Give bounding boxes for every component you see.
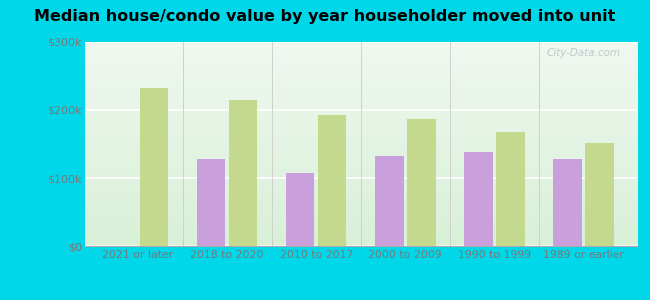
Text: City-Data.com: City-Data.com — [546, 48, 620, 58]
Bar — [286, 172, 315, 246]
Bar — [464, 152, 493, 246]
Bar — [197, 159, 226, 246]
Bar — [553, 159, 582, 246]
Bar — [375, 156, 404, 246]
Bar — [318, 115, 346, 246]
Bar — [229, 100, 257, 246]
Bar — [407, 119, 436, 246]
Bar — [140, 88, 168, 246]
Bar — [496, 132, 525, 246]
Text: Median house/condo value by year householder moved into unit: Median house/condo value by year househo… — [34, 9, 616, 24]
Bar — [585, 142, 614, 246]
